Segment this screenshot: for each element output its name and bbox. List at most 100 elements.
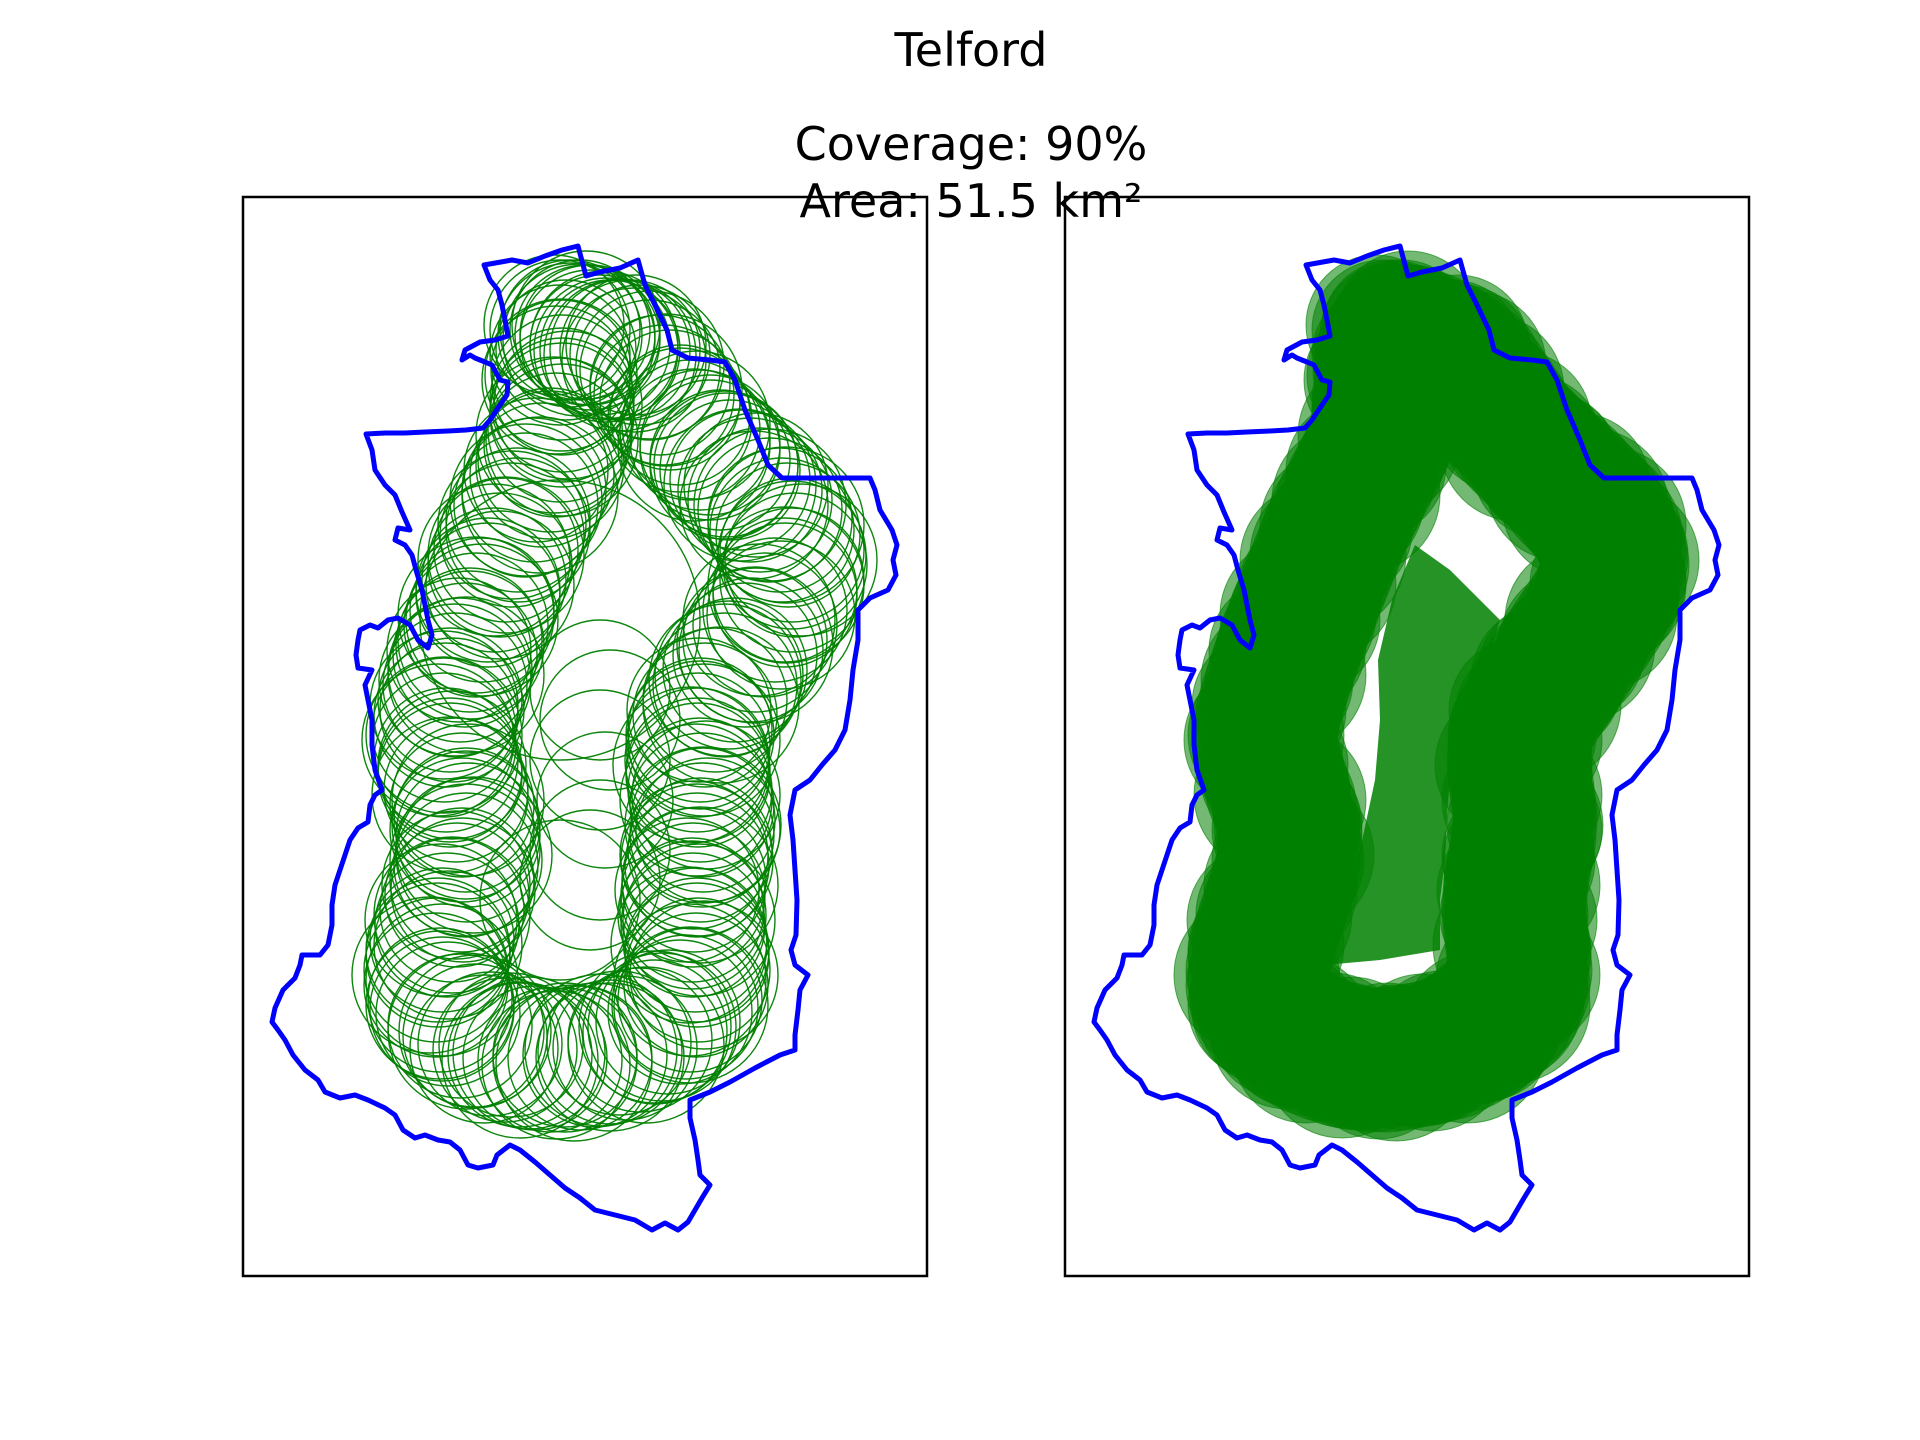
coverage-circle <box>635 757 781 903</box>
coverage-circle <box>495 984 653 1142</box>
coverage-circle <box>389 757 535 903</box>
coverage-circle <box>621 350 771 500</box>
right-panel-frame <box>1063 195 1751 1278</box>
coverage-circle <box>395 776 553 934</box>
coverage-circle <box>489 337 635 483</box>
coverage-circle <box>519 809 661 951</box>
coverage-circle <box>622 843 776 997</box>
coverage-circle <box>619 723 773 877</box>
coverage-circle <box>659 399 801 541</box>
coverage-circle <box>453 432 599 578</box>
coverage-circle <box>492 982 638 1128</box>
coverage-circle <box>438 972 584 1118</box>
coverage-circle <box>706 540 856 690</box>
figure-title: Telford <box>893 23 1047 77</box>
coverage-circle <box>619 780 769 930</box>
coverage-circle <box>535 982 685 1132</box>
coverage-circle <box>351 896 509 1054</box>
coverage-circle <box>390 817 536 963</box>
coverage-circle <box>617 840 767 990</box>
coverage-circle <box>439 462 585 608</box>
right-boundary-outline <box>1091 243 1722 1233</box>
right-coverage-circles <box>1173 250 1700 1142</box>
coverage-circle <box>447 982 593 1128</box>
coverage-circle <box>639 374 781 516</box>
coverage-circle <box>611 926 769 1084</box>
coverage-label: Coverage: 90% <box>795 117 1148 171</box>
coverage-circle <box>676 566 834 724</box>
left-coverage-circles <box>351 250 878 1142</box>
coverage-circle <box>495 279 637 421</box>
coverage-circle <box>724 483 878 637</box>
coverage-circle <box>524 973 678 1127</box>
coverage-circle <box>365 656 523 814</box>
coverage-circle <box>373 870 523 1020</box>
left-panel-frame <box>241 195 929 1278</box>
coverage-circle <box>654 600 804 750</box>
coverage-circle <box>445 457 591 603</box>
coverage-circle <box>485 363 639 517</box>
coverage-circle <box>409 537 555 683</box>
coverage-circle <box>479 819 641 981</box>
coverage-circle <box>397 536 555 694</box>
coverage-circle <box>375 941 521 1087</box>
coverage-circle <box>624 877 770 1023</box>
coverage-circle <box>377 690 527 840</box>
coverage-circle <box>1317 279 1459 421</box>
coverage-circle <box>398 954 552 1108</box>
coverage-circle <box>717 480 867 630</box>
coverage-circle <box>441 981 599 1139</box>
coverage-circle <box>484 298 638 452</box>
coverage-circle <box>712 517 858 663</box>
coverage-circle <box>702 537 848 683</box>
coverage-circle <box>683 412 829 558</box>
coverage-circle <box>536 731 674 869</box>
coverage-circle <box>365 877 511 1023</box>
coverage-circle <box>415 517 561 663</box>
coverage-circle <box>529 619 671 761</box>
coverage-circle <box>371 716 529 874</box>
left-map-panel <box>241 195 929 1278</box>
coverage-circle <box>389 783 543 937</box>
right-map-panel <box>1063 195 1751 1278</box>
coverage-circle <box>403 552 549 698</box>
coverage-circle <box>387 952 545 1110</box>
coverage-circle <box>475 390 625 540</box>
coverage-inner-band <box>1325 545 1500 965</box>
coverage-circle <box>627 663 781 817</box>
coverage-circle <box>609 344 751 486</box>
coverage-circle <box>386 577 532 723</box>
coverage-circle <box>379 637 525 783</box>
coverage-circle <box>437 450 587 600</box>
coverage-circle <box>417 971 563 1117</box>
coverage-circle <box>682 543 836 697</box>
coverage-circle <box>427 476 585 634</box>
coverage-circle <box>614 817 760 963</box>
coverage-circle <box>519 264 661 406</box>
coverage-circle <box>387 596 545 754</box>
coverage-circle <box>687 427 833 573</box>
coverage-circle <box>709 457 855 603</box>
coverage-circle <box>529 779 671 921</box>
coverage-circle <box>373 836 531 994</box>
coverage-circle <box>463 397 609 543</box>
coverage-circle <box>397 567 543 713</box>
coverage-circle <box>469 402 615 548</box>
coverage-circle <box>539 649 681 791</box>
coverage-circle <box>549 279 691 421</box>
coverage-circle <box>567 966 725 1124</box>
coverage-circle <box>546 970 692 1116</box>
coverage-circle <box>692 552 838 698</box>
coverage-circle <box>425 510 575 660</box>
coverage-circle <box>610 866 768 1024</box>
coverage-circle <box>565 274 707 416</box>
coverage-circle <box>381 810 531 960</box>
coverage-circle <box>612 686 770 844</box>
coverage-circle <box>419 479 701 761</box>
coverage-circle <box>649 390 799 540</box>
coverage-circle <box>365 903 519 1057</box>
coverage-circle <box>493 330 643 480</box>
coverage-circle <box>361 663 515 817</box>
coverage-circle <box>522 982 668 1128</box>
